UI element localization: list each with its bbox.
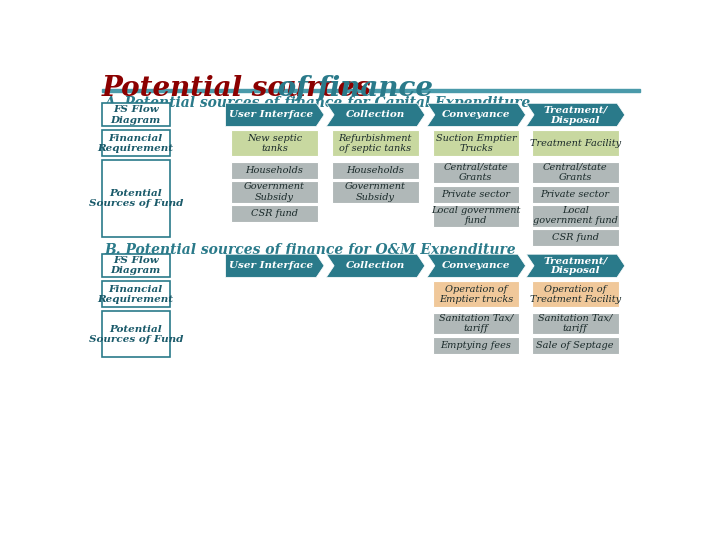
Polygon shape xyxy=(225,103,324,126)
Text: Collection: Collection xyxy=(346,261,405,270)
Text: Emptying fees: Emptying fees xyxy=(441,341,511,349)
Polygon shape xyxy=(326,103,425,126)
Text: Refurbishment
of septic tanks: Refurbishment of septic tanks xyxy=(338,133,412,153)
Text: Treatment/
Disposal: Treatment/ Disposal xyxy=(544,105,608,125)
Text: Local government
fund: Local government fund xyxy=(431,206,521,225)
Bar xyxy=(231,162,318,179)
Bar xyxy=(231,205,318,222)
Text: CSR fund: CSR fund xyxy=(251,209,298,218)
Bar xyxy=(231,181,318,202)
Text: Households: Households xyxy=(246,166,303,175)
Bar xyxy=(532,205,618,226)
Text: Conveyance: Conveyance xyxy=(442,261,510,270)
Polygon shape xyxy=(427,254,526,278)
Text: Private sector: Private sector xyxy=(541,190,610,199)
Text: Treatment Facility: Treatment Facility xyxy=(530,139,621,148)
Text: Sanitation Tax/
tariff: Sanitation Tax/ tariff xyxy=(538,314,612,333)
Text: Government
Subsidy: Government Subsidy xyxy=(345,182,405,201)
Text: CSR fund: CSR fund xyxy=(552,233,598,242)
Bar xyxy=(231,130,318,157)
Bar xyxy=(332,162,418,179)
Bar xyxy=(532,336,618,354)
Text: New septic
tanks: New septic tanks xyxy=(247,133,302,153)
Polygon shape xyxy=(225,254,324,278)
Bar xyxy=(433,130,519,157)
Bar xyxy=(532,162,618,184)
Text: Operation of
Treatment Facility: Operation of Treatment Facility xyxy=(530,285,621,304)
Bar xyxy=(102,130,170,157)
Text: A. Potential sources of finance for Capital Expenditure: A. Potential sources of finance for Capi… xyxy=(104,96,530,110)
Text: Financial
Requirement: Financial Requirement xyxy=(98,133,174,153)
Text: Suction Emptier
Trucks: Suction Emptier Trucks xyxy=(436,133,516,153)
Bar xyxy=(102,281,170,307)
Text: Central/state
Grants: Central/state Grants xyxy=(543,163,608,183)
Bar xyxy=(433,205,519,226)
Text: Financial
Requirement: Financial Requirement xyxy=(98,285,174,304)
Bar xyxy=(102,89,640,92)
Text: Collection: Collection xyxy=(346,110,405,119)
Text: Treatment/
Disposal: Treatment/ Disposal xyxy=(544,256,608,275)
Text: Sale of Septage: Sale of Septage xyxy=(536,341,614,349)
Text: Local
government fund: Local government fund xyxy=(533,206,618,225)
Text: B. Potential sources of finance for O&M Expenditure: B. Potential sources of finance for O&M … xyxy=(104,244,516,258)
Polygon shape xyxy=(326,254,425,278)
Text: Potential sources: Potential sources xyxy=(102,75,372,102)
Bar xyxy=(532,229,618,246)
Polygon shape xyxy=(526,103,625,126)
Bar xyxy=(332,130,418,157)
Text: Sanitation Tax/
tariff: Sanitation Tax/ tariff xyxy=(438,314,513,333)
Bar xyxy=(532,186,618,202)
Text: Central/state
Grants: Central/state Grants xyxy=(444,163,508,183)
Text: Government
Subsidy: Government Subsidy xyxy=(244,182,305,201)
Bar xyxy=(433,336,519,354)
Bar xyxy=(102,103,170,126)
Polygon shape xyxy=(427,103,526,126)
Bar xyxy=(532,313,618,334)
Bar xyxy=(433,313,519,334)
Text: Operation of
Emptier trucks: Operation of Emptier trucks xyxy=(438,285,513,304)
Text: User Interface: User Interface xyxy=(229,261,313,270)
Bar xyxy=(433,281,519,307)
Polygon shape xyxy=(526,254,625,278)
Text: FS Flow
Diagram: FS Flow Diagram xyxy=(111,256,161,275)
Text: User Interface: User Interface xyxy=(229,110,313,119)
Text: Households: Households xyxy=(346,166,404,175)
Bar xyxy=(433,162,519,184)
Text: Potential
Sources of Fund: Potential Sources of Fund xyxy=(89,325,183,344)
Text: Potential
Sources of Fund: Potential Sources of Fund xyxy=(89,189,183,208)
Text: of finance: of finance xyxy=(269,75,433,102)
Bar xyxy=(102,311,170,357)
Bar xyxy=(102,254,170,278)
Text: Private sector: Private sector xyxy=(441,190,510,199)
Text: Conveyance: Conveyance xyxy=(442,110,510,119)
Bar xyxy=(102,160,170,237)
Text: FS Flow
Diagram: FS Flow Diagram xyxy=(111,105,161,125)
Bar xyxy=(332,181,418,202)
Bar xyxy=(532,130,618,157)
Bar xyxy=(433,186,519,202)
Bar xyxy=(532,281,618,307)
